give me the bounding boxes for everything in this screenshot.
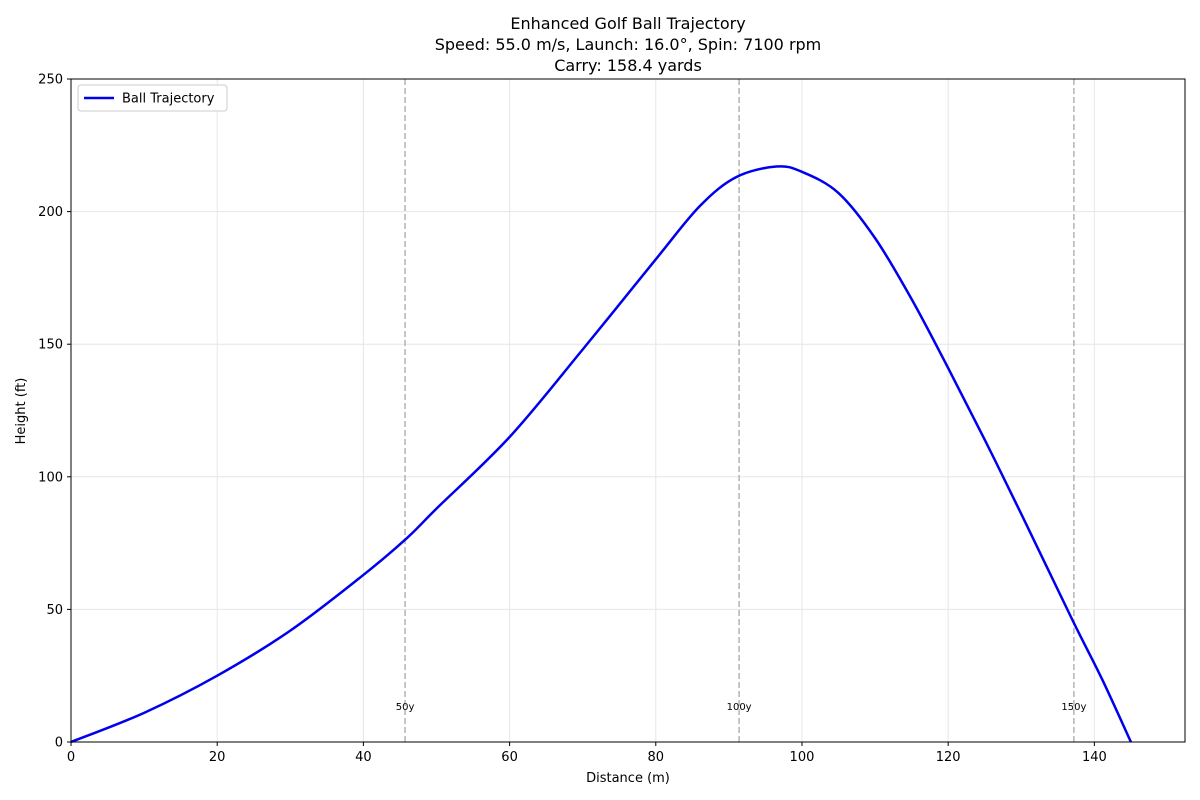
x-tick-label: 20 [209, 750, 226, 765]
legend: Ball Trajectory [77, 84, 228, 112]
plot-frame [70, 78, 1186, 743]
yard-marker-label: 100y [727, 702, 752, 713]
y-axis-label: Height (ft) [14, 378, 29, 445]
yard-marker-label: 50y [396, 702, 415, 713]
x-axis-label: Distance (m) [586, 771, 670, 786]
chart-title-line-3: Carry: 158.4 yards [554, 56, 702, 75]
axis-ticks: 0 20 40 60 80 100 120 140 0 50 100 150 200 250 [38, 73, 1107, 766]
x-tick-label: 120 [936, 750, 961, 765]
x-tick-label: 100 [790, 750, 815, 765]
series-line-ball-trajectory [70, 165, 1133, 744]
legend-label: Ball Trajectory [122, 92, 215, 107]
chart-title-line-2: Speed: 55.0 m/s, Launch: 16.0°, Spin: 71… [435, 35, 822, 54]
y-tick-label: 150 [38, 338, 63, 353]
y-tick-label: 50 [46, 603, 63, 618]
yard-marker-label: 150y [1061, 702, 1086, 713]
x-tick-label: 40 [355, 750, 372, 765]
yard-markers: 50y 100y 150y [396, 79, 1086, 742]
y-tick-label: 200 [38, 205, 63, 220]
x-tick-label: 80 [648, 750, 665, 765]
x-tick-label: 140 [1082, 750, 1107, 765]
grid-lines [70, 78, 1185, 743]
y-tick-label: 0 [55, 736, 63, 751]
x-tick-label: 0 [67, 750, 75, 765]
y-tick-label: 100 [38, 470, 63, 485]
y-tick-label: 250 [38, 73, 63, 88]
legend-box [77, 84, 228, 112]
series-layer [70, 165, 1133, 744]
x-tick-label: 60 [501, 750, 518, 765]
chart-title-line-1: Enhanced Golf Ball Trajectory [510, 14, 745, 33]
